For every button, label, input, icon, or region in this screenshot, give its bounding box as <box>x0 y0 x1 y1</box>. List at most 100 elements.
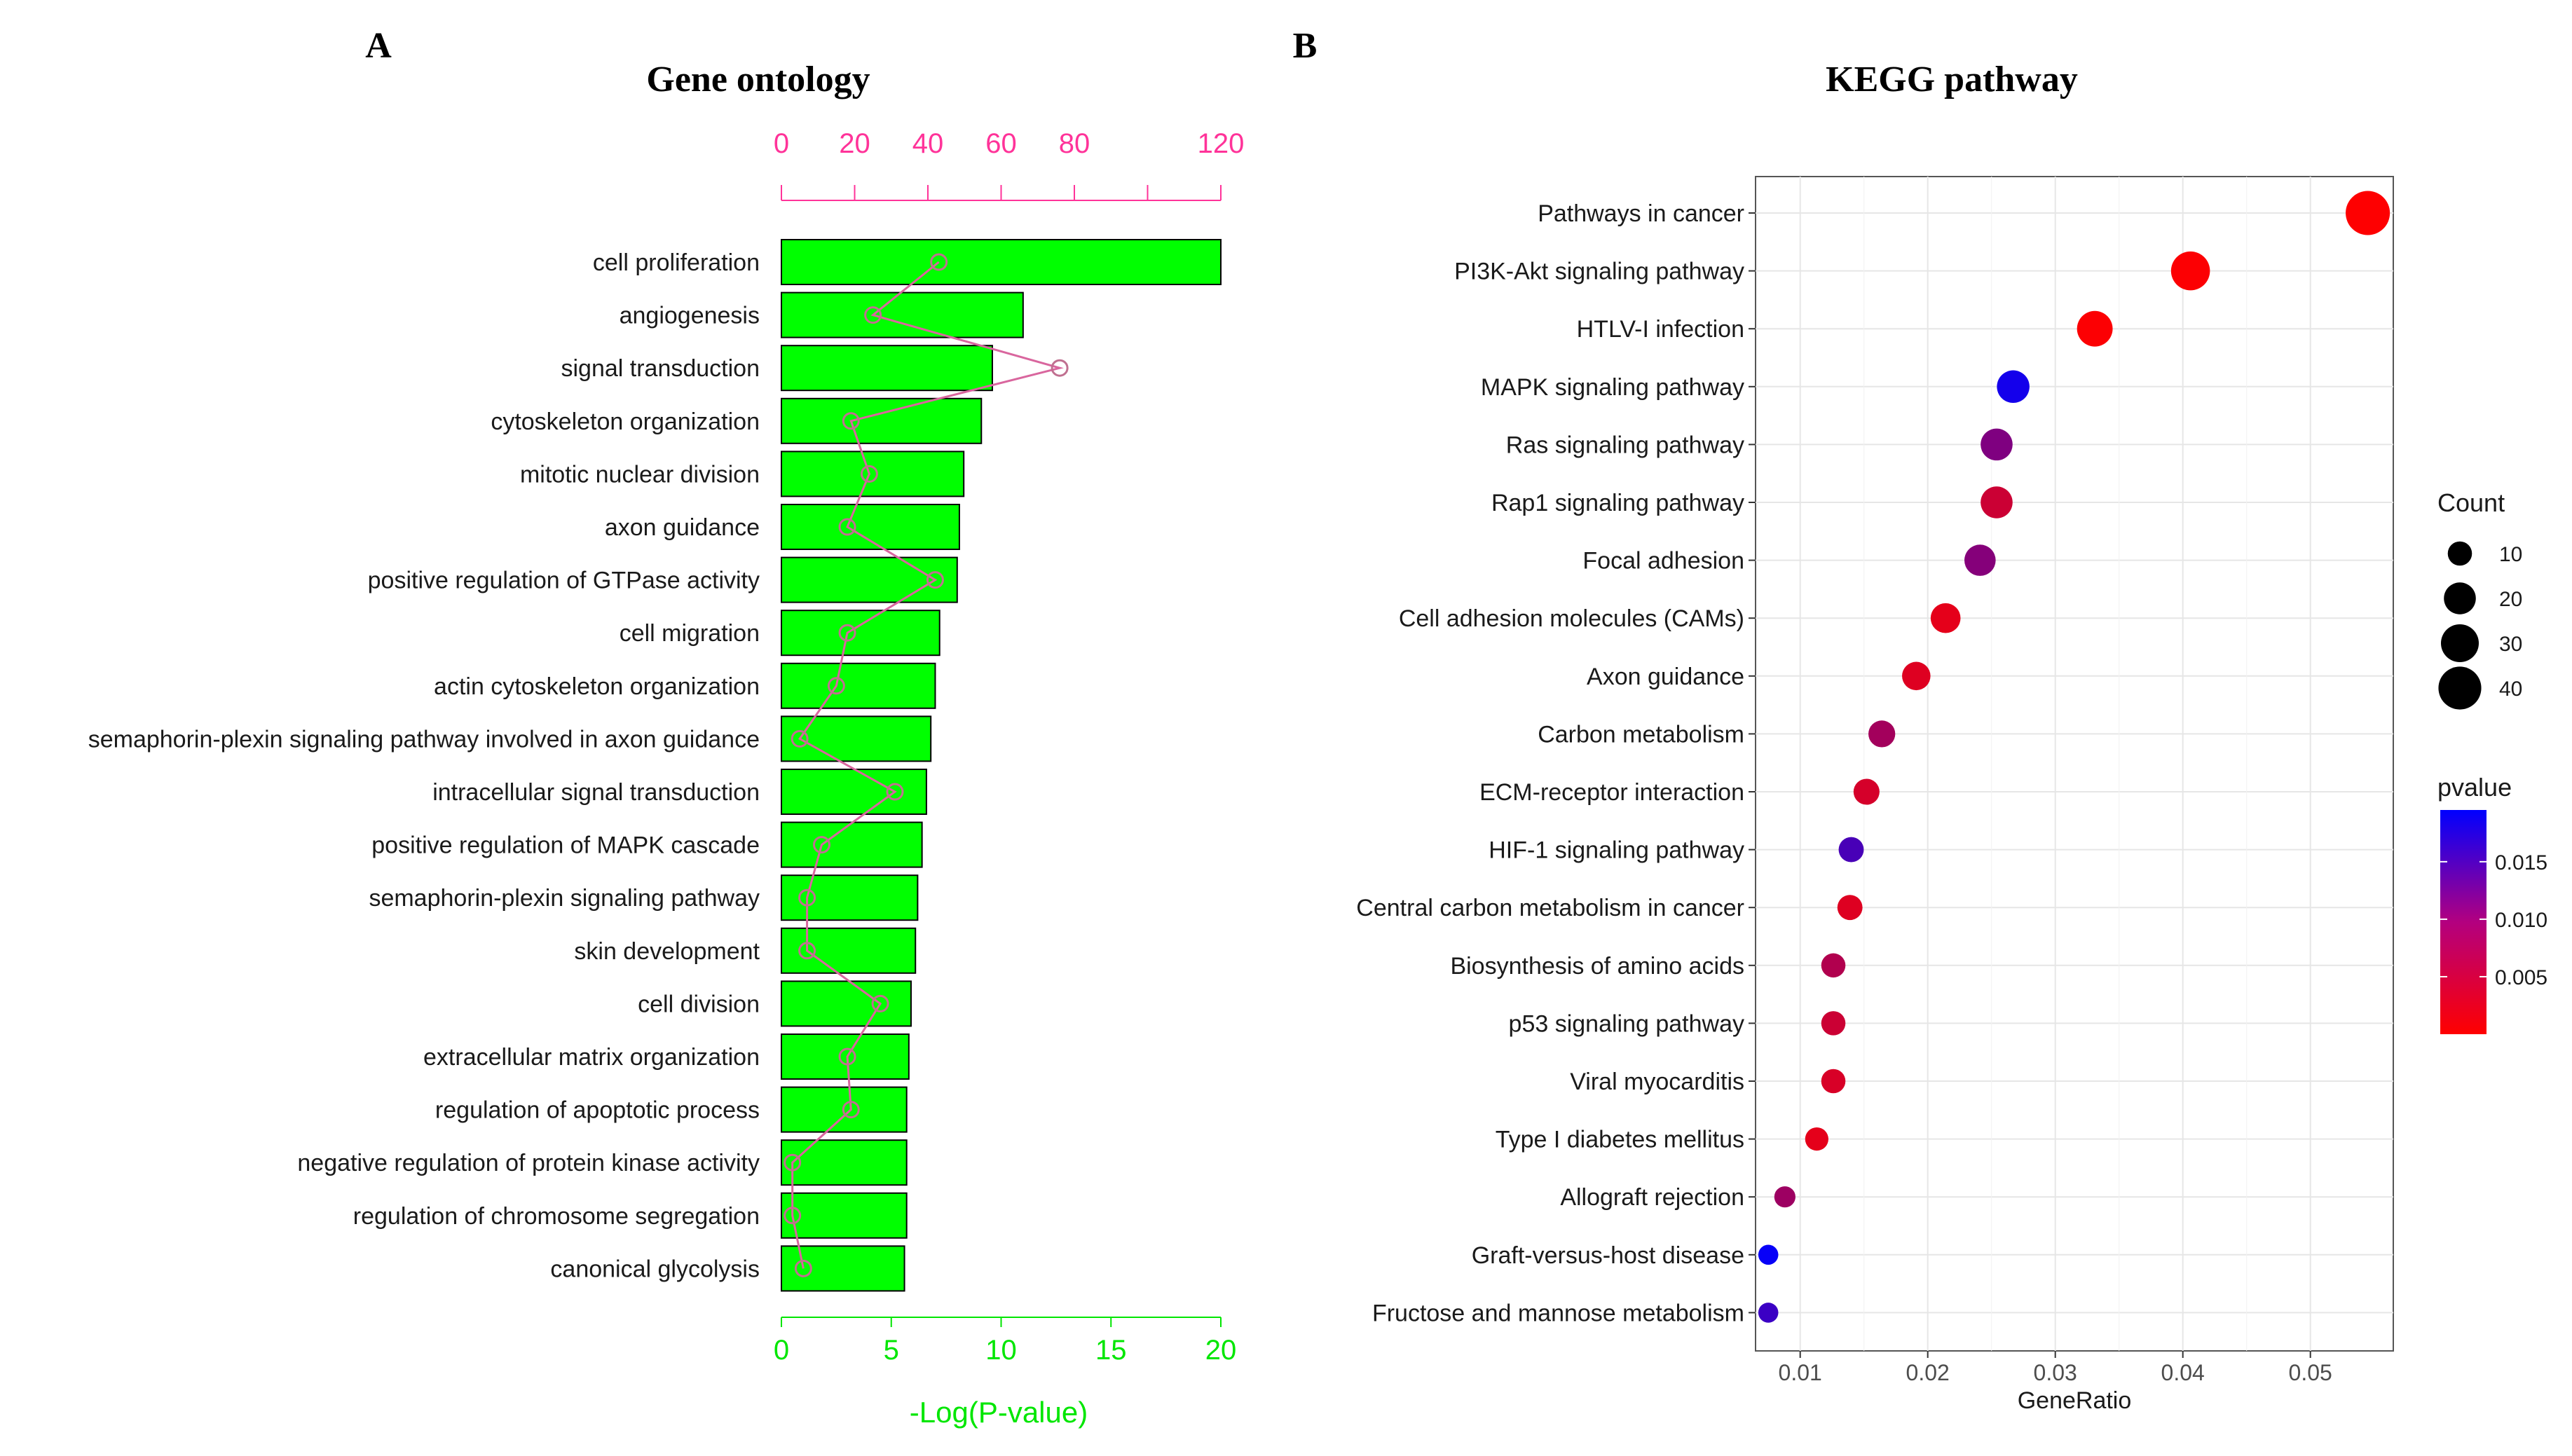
kegg-x-tick-label: 0.05 <box>2289 1360 2332 1385</box>
count-point <box>926 571 944 589</box>
go-category-label: cell migration <box>620 620 760 647</box>
kegg-category-label: Carbon metabolism <box>1538 721 1744 748</box>
count-legend-label: 30 <box>2499 633 2522 656</box>
pvalue-colorbar <box>2440 810 2487 1034</box>
go-bar <box>781 1245 905 1292</box>
kegg-category-label: Allograft rejection <box>1560 1184 1744 1211</box>
kegg-point <box>1821 1011 1846 1036</box>
count-point <box>886 783 904 801</box>
go-x-tick-label: 15 <box>1095 1335 1127 1366</box>
kegg-point <box>2170 251 2210 291</box>
go-category-label: signal transduction <box>561 355 760 382</box>
kegg-category-label: PI3K-Akt signaling pathway <box>1454 259 1744 285</box>
go-bar <box>781 556 958 603</box>
count-point <box>842 1101 860 1119</box>
go-x-tick-label: 10 <box>985 1335 1017 1366</box>
count-legend-label: 20 <box>2499 588 2522 611</box>
go-x-tick-label: 0 <box>774 1335 789 1366</box>
go-category-label: semaphorin-plexin signaling pathway invo… <box>88 726 760 753</box>
kegg-category-label: Pathways in cancer <box>1538 200 1744 227</box>
pvalue-legend-label: 0.005 <box>2495 966 2547 989</box>
go-bar <box>781 1139 908 1186</box>
kegg-point <box>1758 1303 1779 1323</box>
count-point <box>930 253 948 271</box>
kegg-point <box>1774 1186 1795 1208</box>
kegg-category-label: Focal adhesion <box>1582 548 1744 575</box>
kegg-category-label: Rap1 signaling pathway <box>1491 490 1744 516</box>
go-bar <box>781 1033 910 1080</box>
count-legend-label: 10 <box>2499 543 2522 566</box>
go-bar <box>781 662 936 709</box>
p-value-axis: 0 5 10 15 20 <box>774 1317 1236 1366</box>
go-bar <box>781 874 919 921</box>
kegg-category-label: HTLV-I infection <box>1577 316 1744 343</box>
count-legend-label: 40 <box>2499 678 2522 701</box>
kegg-point <box>1964 544 1996 576</box>
count-legend-title: Count <box>2437 488 2505 517</box>
count-axis-tick-label: 40 <box>912 128 944 159</box>
go-category-label: axon guidance <box>605 514 760 541</box>
count-axis-tick-label: 120 <box>1198 128 1245 159</box>
go-category-label: regulation of apoptotic process <box>435 1097 760 1124</box>
go-category-label: extracellular matrix organization <box>423 1044 760 1071</box>
kegg-category-label: p53 signaling pathway <box>1509 1010 1744 1037</box>
pvalue-legend-title: pvalue <box>2437 773 2512 802</box>
count-point <box>864 306 882 324</box>
count-point <box>860 465 878 483</box>
kegg-category-label: ECM-receptor interaction <box>1479 779 1744 806</box>
kegg-x-tick-label: 0.03 <box>2034 1360 2077 1385</box>
go-category-label: regulation of chromosome segregation <box>353 1203 760 1230</box>
kegg-point <box>1853 778 1880 805</box>
count-point <box>812 836 830 854</box>
kegg-points <box>1758 191 2390 1323</box>
kegg-x-axis: 0.01 0.02 0.03 0.04 0.05 <box>1779 1351 2332 1385</box>
kegg-point <box>1821 1069 1846 1094</box>
kegg-category-label: Central carbon metabolism in cancer <box>1356 895 1744 921</box>
kegg-x-tick-label: 0.02 <box>1906 1360 1950 1385</box>
count-point <box>827 677 845 695</box>
go-bar <box>781 1192 908 1239</box>
go-category-label: semaphorin-plexin signaling pathway <box>369 885 760 912</box>
kegg-category-label: Fructose and mannose metabolism <box>1372 1300 1744 1326</box>
kegg-point <box>1981 428 2013 461</box>
count-point <box>1051 359 1069 377</box>
pvalue-legend-label: 0.010 <box>2495 909 2547 932</box>
kegg-x-tick-label: 0.01 <box>1779 1360 1822 1385</box>
kegg-x-tick-label: 0.04 <box>2161 1360 2205 1385</box>
count-point <box>838 624 856 642</box>
kegg-point <box>2077 310 2113 347</box>
go-bar <box>781 345 993 392</box>
kegg-point <box>1838 837 1864 863</box>
panel-a-letter: A <box>365 26 392 66</box>
count-point <box>784 1153 802 1172</box>
count-legend-dot <box>2440 624 2479 663</box>
go-bar <box>781 397 983 444</box>
gene-ontology-panel: A Gene ontology 0 20 40 60 80 120 cell prolif… <box>88 26 1245 1429</box>
count-legend-dot <box>2447 541 2472 566</box>
kegg-point <box>1837 895 1863 921</box>
count-axis-tick-label: 60 <box>985 128 1017 159</box>
kegg-category-label: Biosynthesis of amino acids <box>1450 953 1744 980</box>
count-point <box>842 412 860 430</box>
go-x-axis-label: -Log(P-value) <box>910 1396 1088 1429</box>
go-bar <box>781 769 927 815</box>
go-category-label: cytoskeleton organization <box>491 408 760 435</box>
kegg-category-label: MAPK signaling pathway <box>1481 374 1744 401</box>
go-x-tick-label: 20 <box>1205 1335 1237 1366</box>
kegg-category-label: Ras signaling pathway <box>1506 432 1744 458</box>
pvalue-legend: pvalue 0.005 0.010 0.015 <box>2437 773 2547 1034</box>
kegg-point <box>1805 1127 1828 1151</box>
count-point <box>794 1259 812 1277</box>
count-point <box>798 942 816 960</box>
count-top-axis: 0 20 40 60 80 120 <box>774 128 1245 201</box>
count-axis-tick-label: 20 <box>839 128 870 159</box>
pvalue-legend-label: 0.015 <box>2495 851 2547 874</box>
count-point <box>791 729 809 748</box>
go-category-label: cell proliferation <box>593 249 760 276</box>
count-point <box>798 888 816 907</box>
kegg-category-label: Viral myocarditis <box>1570 1069 1744 1095</box>
count-line <box>791 261 1064 1269</box>
go-category-label: cell division <box>638 991 760 1017</box>
go-bar <box>781 821 923 868</box>
